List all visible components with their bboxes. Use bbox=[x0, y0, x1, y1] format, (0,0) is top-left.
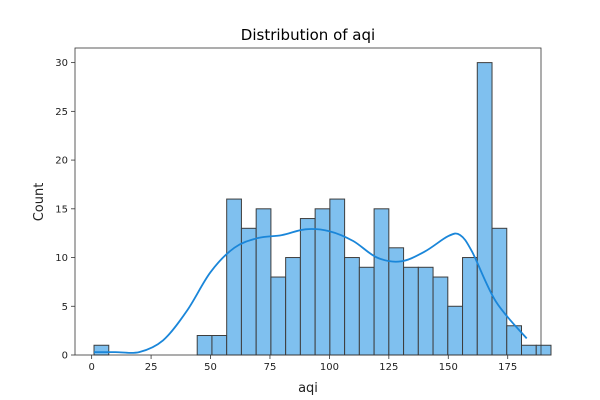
y-tick-label: 20 bbox=[55, 156, 68, 167]
y-tick-label: 0 bbox=[62, 351, 68, 362]
x-axis-ticks: 0 25 50 75 100 125 150 175 bbox=[88, 355, 517, 373]
chart-title: Distribution of aqi bbox=[241, 26, 375, 44]
x-tick-label: 125 bbox=[379, 362, 398, 373]
x-tick-label: 150 bbox=[439, 362, 458, 373]
histogram-bar bbox=[299, 218, 316, 356]
y-tick-label: 30 bbox=[55, 58, 68, 69]
y-tick-label: 10 bbox=[55, 253, 68, 264]
histogram-bar bbox=[196, 335, 213, 356]
x-axis-label: aqi bbox=[298, 381, 318, 396]
histogram-bar bbox=[226, 198, 242, 356]
x-tick-label: 100 bbox=[320, 362, 339, 373]
x-tick-label: 50 bbox=[204, 362, 217, 373]
histogram-bar bbox=[521, 344, 537, 356]
histogram-bar bbox=[329, 198, 346, 356]
histogram-bar bbox=[255, 208, 272, 356]
y-tick-label: 15 bbox=[55, 204, 68, 215]
histogram-bar bbox=[535, 344, 552, 356]
histogram-bar bbox=[344, 257, 360, 356]
histogram-bar bbox=[358, 266, 375, 356]
kde-curve bbox=[94, 228, 528, 354]
x-tick-label: 75 bbox=[264, 362, 277, 373]
histogram-bar bbox=[417, 266, 434, 356]
plot-frame bbox=[74, 47, 542, 356]
histogram-bar bbox=[388, 247, 405, 356]
histogram-bar bbox=[285, 257, 301, 356]
x-tick-label: 0 bbox=[88, 362, 94, 373]
histogram-bar bbox=[462, 257, 478, 356]
histogram-bar bbox=[447, 305, 464, 356]
x-tick-label: 175 bbox=[498, 362, 517, 373]
histogram-bar bbox=[270, 276, 287, 356]
histogram-bar bbox=[240, 227, 257, 356]
histogram-bar bbox=[432, 276, 449, 356]
y-axis-ticks: 0 5 10 15 20 25 30 bbox=[55, 58, 75, 362]
x-tick-label: 25 bbox=[145, 362, 158, 373]
histogram-bar bbox=[476, 62, 493, 356]
y-tick-label: 25 bbox=[55, 107, 68, 118]
histogram-bar bbox=[403, 266, 419, 356]
y-tick-label: 5 bbox=[62, 302, 68, 313]
y-axis-label: Count bbox=[32, 183, 47, 222]
histogram-bar bbox=[211, 335, 228, 356]
histogram-bar bbox=[491, 227, 508, 356]
histogram-bar bbox=[373, 208, 390, 356]
histogram-bars bbox=[93, 62, 552, 356]
histogram-bar bbox=[93, 344, 110, 356]
